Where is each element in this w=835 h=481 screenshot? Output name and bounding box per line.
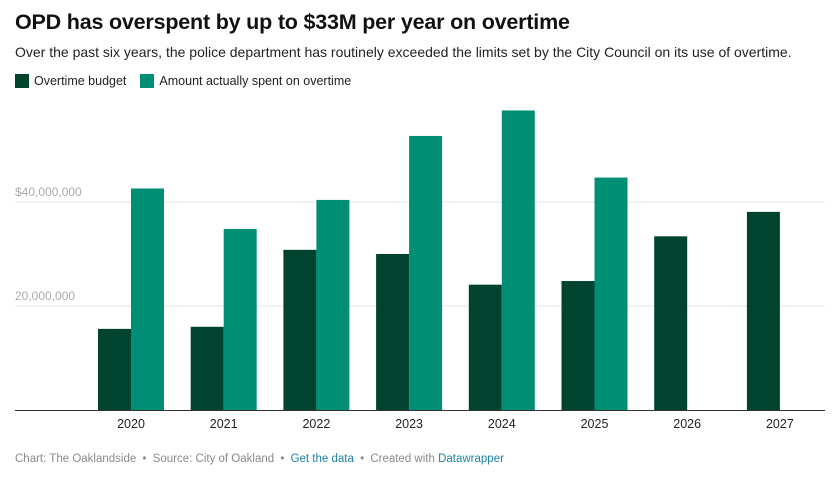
x-tick-label: 2020 [117,417,145,431]
x-tick-label: 2021 [210,417,238,431]
footer-credit: Chart: The Oaklandside [15,453,137,465]
bar-budget [746,211,780,410]
bar-spent [223,229,257,410]
datawrapper-link[interactable]: Datawrapper [438,453,504,465]
bar-budget [190,326,224,410]
x-tick-label: 2022 [302,417,330,431]
legend-swatch-spent [140,74,155,88]
footer: Chart: The Oaklandside • Source: City of… [15,453,504,465]
y-tick-label: 20,000,000 [15,289,75,303]
bar-budget [98,328,131,410]
legend-swatch-budget [15,74,29,88]
bar-budget [468,284,502,410]
footer-separator: • [142,453,147,465]
y-tick-label: $40,000,000 [15,185,82,199]
legend-label-budget: Overtime budget [34,74,127,88]
chart-subtitle: Over the past six years, the police depa… [15,44,792,60]
bar-spent [409,135,443,410]
x-tick-label: 2026 [673,417,701,431]
footer-separator: • [280,453,285,465]
chart-title: OPD has overspent by up to $33M per year… [15,10,570,34]
x-tick-label: 2027 [766,417,794,431]
legend: Overtime budget Amount actually spent on… [15,74,351,88]
legend-item-spent: Amount actually spent on overtime [140,74,351,88]
bar-spent [131,188,164,410]
get-the-data-link[interactable]: Get the data [290,453,354,465]
footer-separator: • [360,453,365,465]
footer-created-with: Created with [370,453,435,465]
bar-budget [561,281,595,410]
legend-label-spent: Amount actually spent on overtime [159,74,352,88]
bar-spent [501,110,535,410]
bar-spent [316,199,350,410]
x-tick-label: 2023 [395,417,423,431]
bar-budget [376,254,410,410]
legend-item-budget: Overtime budget [15,74,126,88]
bar-budget [283,249,317,410]
bar-budget [654,236,688,410]
bar-spent [594,177,628,410]
x-tick-label: 2025 [581,417,609,431]
x-tick-label: 2024 [488,417,516,431]
footer-source: Source: City of Oakland [152,453,275,465]
